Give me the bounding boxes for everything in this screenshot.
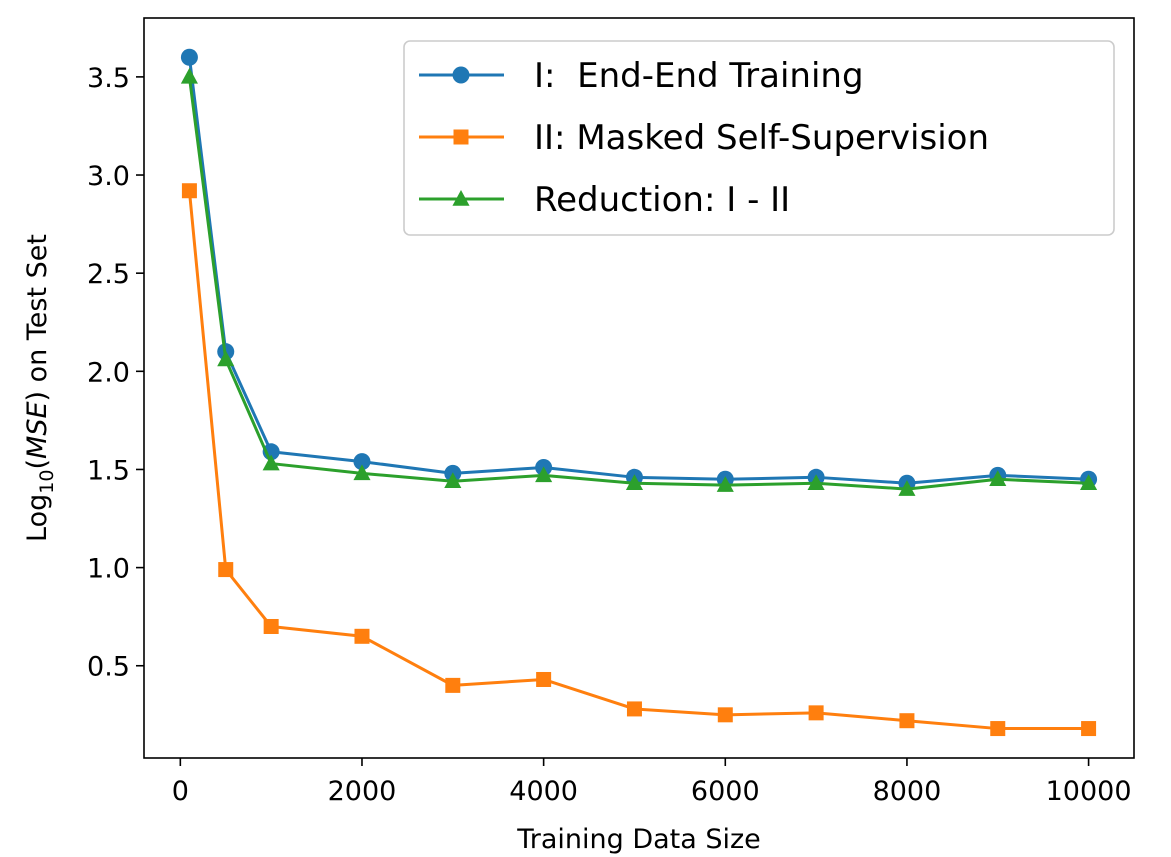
legend-item-2[interactable]: II: Masked Self-Supervision (419, 118, 989, 158)
y-tick-label: 1.5 (87, 455, 130, 486)
data-point-3-2 (217, 350, 235, 367)
data-point-2-10 (899, 713, 915, 729)
series-line-1 (187, 57, 1089, 485)
y-tick-label: 3.0 (87, 161, 130, 192)
data-point-3-8 (716, 476, 734, 492)
y-axis-label-prefix: Log (22, 494, 53, 542)
x-tick-label: 10000 (1046, 776, 1132, 807)
plot-area (180, 48, 1098, 737)
y-tick-label: 2.5 (87, 259, 130, 290)
x-tick-label: 0 (172, 776, 189, 807)
data-point-2-3 (263, 618, 279, 634)
x-axis-label: Training Data Size (516, 824, 761, 855)
data-point-2-7 (626, 701, 642, 717)
y-tick-label: 3.5 (87, 63, 130, 94)
data-point-3-7 (625, 474, 644, 490)
data-point-2-5 (445, 677, 461, 693)
legend-label: I: End-End Training (534, 56, 864, 96)
y-tick-label: 1.0 (87, 554, 130, 585)
series-line-3 (187, 76, 1089, 491)
series-2 (181, 183, 1097, 737)
data-point-2-4 (354, 628, 370, 644)
x-tick-label: 4000 (509, 776, 578, 807)
data-point-2-8 (717, 707, 733, 723)
y-axis-label-italic: MSE (22, 401, 53, 459)
y-axis-label-open: ( (22, 459, 53, 470)
data-point-2-1 (181, 183, 197, 199)
data-point-2-9 (808, 705, 824, 721)
x-tick-label: 8000 (873, 776, 942, 807)
series-3 (180, 67, 1098, 496)
data-point-2-12 (1081, 721, 1097, 737)
legend[interactable]: I: End-End Training II: Masked Self-Super… (403, 40, 1115, 236)
y-axis-label-rest: ) on Test Set (22, 234, 53, 401)
data-point-2-6 (536, 671, 552, 687)
legend-marker (452, 190, 470, 206)
data-point-3-6 (535, 466, 553, 483)
legend-marker (452, 66, 470, 84)
y-axis-label: Log10(MSE) on Test Set (22, 234, 58, 542)
legend-item-3[interactable]: Reduction: I - II (419, 180, 790, 220)
axes: 0 2000 4000 6000 8000 10000 0.5 1.0 1.5 2.0 2.5 3.0… (22, 17, 1135, 855)
data-point-2-11 (990, 721, 1006, 737)
x-tick-label: 2000 (328, 776, 397, 807)
y-tick-label: 0.5 (87, 652, 130, 683)
data-point-3-12 (1080, 474, 1098, 490)
legend-marker (453, 129, 469, 145)
legend-label: Reduction: I - II (534, 180, 790, 220)
data-point-3-9 (807, 474, 825, 490)
x-tick-label: 6000 (691, 776, 760, 807)
series-line-2 (187, 190, 1089, 731)
data-point-2-2 (218, 562, 234, 578)
data-point-3-10 (898, 480, 916, 496)
data-point-3-1 (180, 67, 198, 84)
data-point-3-11 (989, 470, 1007, 487)
y-tick-label: 2.0 (87, 357, 130, 388)
data-point-1-4 (353, 453, 371, 471)
legend-box (403, 40, 1115, 236)
y-axis-label-subscript: 10 (36, 470, 58, 494)
legend-label: II: Masked Self-Supervision (534, 118, 989, 158)
data-point-3-3 (262, 454, 280, 471)
data-point-3-5 (444, 472, 462, 488)
data-point-3-4 (353, 464, 371, 481)
axes-frame (143, 17, 1135, 759)
data-point-1-1 (180, 48, 198, 66)
legend-item-1[interactable]: I: End-End Training (419, 56, 864, 96)
